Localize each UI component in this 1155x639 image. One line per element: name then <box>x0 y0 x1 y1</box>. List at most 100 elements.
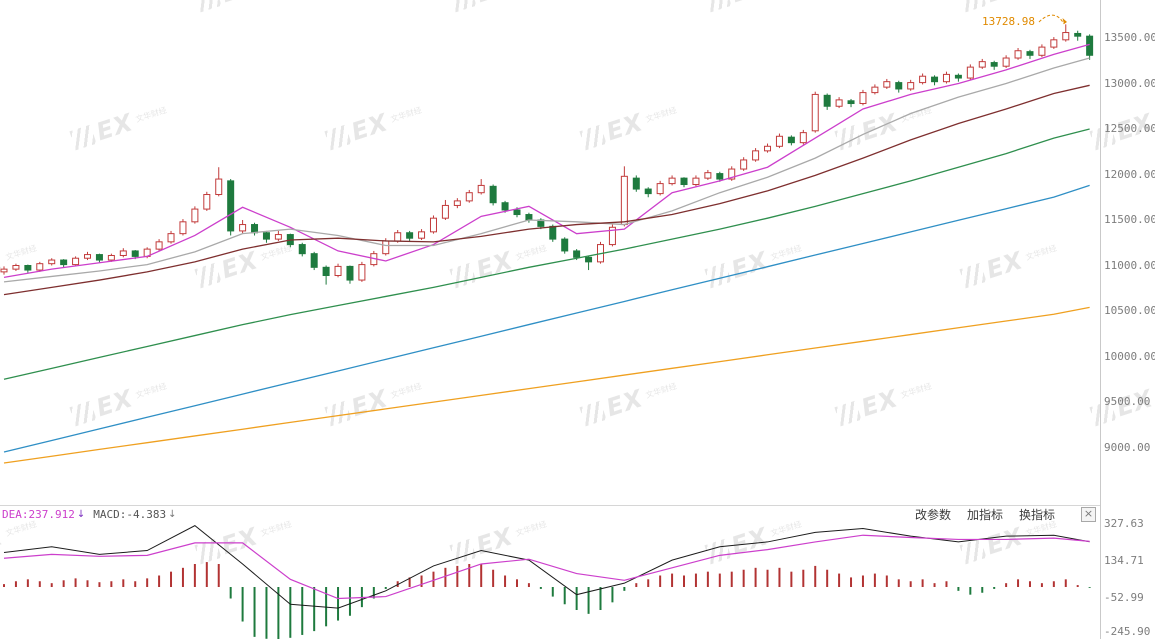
candle-up <box>752 150 760 161</box>
y-axis-label: 10500.00 <box>1104 304 1155 317</box>
y-axis-label: 10000.00 <box>1104 349 1155 363</box>
candle-up <box>191 208 199 223</box>
high-annotation-arrow-icon <box>1038 14 1065 25</box>
candle-up <box>740 159 748 170</box>
add-indicator-button[interactable]: 加指标 <box>966 508 1003 522</box>
candle-up <box>692 177 700 186</box>
macd-header: DEA:237.912 ↓ MACD:-4.383 ↓ 改参数 加指标 换指标 … <box>0 506 1100 523</box>
candle-up <box>119 250 127 256</box>
candle-up <box>1014 50 1022 59</box>
candle-up <box>334 265 342 277</box>
candle-up <box>966 66 974 79</box>
candle-up <box>72 257 80 266</box>
y-axis-label: 12000.00 <box>1104 167 1155 181</box>
y-axis-label: 13500.00 <box>1104 31 1155 44</box>
macd-y-axis: 327.63 134.71 -52.99 -245.90 <box>1101 506 1155 639</box>
candle-up <box>728 168 736 180</box>
candle-down <box>1074 32 1082 37</box>
candle-up <box>907 82 915 90</box>
candle-up <box>978 61 986 68</box>
ma-longer-blue <box>3 184 1090 453</box>
y-axis-label: 9000.00 <box>1104 440 1151 454</box>
candle-up <box>12 265 20 270</box>
y-axis-label: -245.90 <box>1104 625 1151 638</box>
candle-down <box>644 188 652 195</box>
candle-up <box>239 224 247 232</box>
candle-down <box>573 250 581 258</box>
candle-up <box>394 232 402 242</box>
candle-up <box>1050 39 1058 48</box>
candle-up <box>775 135 783 147</box>
dea-readout: DEA:237.912 <box>2 508 75 521</box>
y-axis-label: 9500.00 <box>1104 395 1151 408</box>
main-y-axis: 13500.00 13000.00 12500.00 12000.00 11500.00… <box>1101 0 1155 505</box>
ma-long-green <box>3 128 1090 380</box>
candle-up <box>811 93 819 132</box>
candle-down <box>310 253 318 268</box>
candle-down <box>346 265 354 281</box>
candle-down <box>931 76 939 83</box>
candle-down <box>24 265 32 271</box>
candle-down <box>489 185 497 204</box>
candle-up <box>620 175 628 226</box>
candle-up <box>942 73 950 83</box>
candlestick-chart-canvas[interactable] <box>0 0 1100 505</box>
candle-down <box>585 256 593 263</box>
candle-down <box>632 177 640 190</box>
ma-longest-orange <box>3 306 1090 464</box>
candle-up <box>465 192 473 202</box>
candle-up <box>179 221 187 235</box>
candle-up <box>382 240 390 255</box>
candle-down <box>525 214 533 221</box>
candle-up <box>36 263 44 271</box>
candle-down <box>549 225 557 240</box>
candle-up <box>274 234 282 240</box>
candle-up <box>608 226 616 246</box>
candle-down <box>131 250 139 257</box>
close-indicator-button[interactable]: × <box>1081 507 1096 522</box>
candle-down <box>823 94 831 107</box>
candle-up <box>0 268 8 273</box>
y-axis-label: 12500.00 <box>1104 122 1155 135</box>
candle-down <box>251 224 259 234</box>
candle-down <box>895 82 903 90</box>
candle-up <box>453 200 461 206</box>
candle-up <box>764 145 772 152</box>
candle-up <box>418 231 426 239</box>
axis-divider <box>1100 0 1101 639</box>
candle-up <box>835 99 843 107</box>
candle-down <box>262 232 270 240</box>
candle-up <box>48 259 56 265</box>
change-params-button[interactable]: 改参数 <box>914 508 951 522</box>
candle-up <box>203 194 211 210</box>
candle-up <box>1062 32 1070 41</box>
switch-indicator-button[interactable]: 换指标 <box>1018 508 1055 522</box>
macd-chart-canvas[interactable] <box>0 506 1100 639</box>
y-axis-label: 134.71 <box>1104 554 1144 567</box>
candle-up <box>84 254 92 259</box>
high-price-label: 13728.98 <box>973 16 1035 28</box>
panel-divider <box>0 505 1100 506</box>
macd-trend-down-icon: ↓ <box>168 509 177 520</box>
candle-up <box>167 233 175 243</box>
candle-up <box>155 241 163 250</box>
candle-up <box>799 132 807 144</box>
high-price-value: 13728.98 <box>982 15 1035 28</box>
candle-up <box>358 264 366 281</box>
candle-down <box>406 232 414 239</box>
candle-down <box>990 62 998 67</box>
dea-line <box>3 534 1090 600</box>
y-axis-label: -52.99 <box>1104 591 1144 604</box>
y-axis-label: 11000.00 <box>1104 258 1155 272</box>
candle-up <box>704 172 712 179</box>
candle-up <box>883 81 891 88</box>
high-annotation-arrowhead-icon <box>1062 18 1067 24</box>
candle-up <box>919 75 927 84</box>
candle-up <box>656 183 664 195</box>
candle-up <box>215 178 223 196</box>
candle-down <box>954 74 962 79</box>
y-axis-label: 13000.00 <box>1104 76 1155 90</box>
candle-up <box>668 177 676 185</box>
candle-down <box>95 254 103 261</box>
